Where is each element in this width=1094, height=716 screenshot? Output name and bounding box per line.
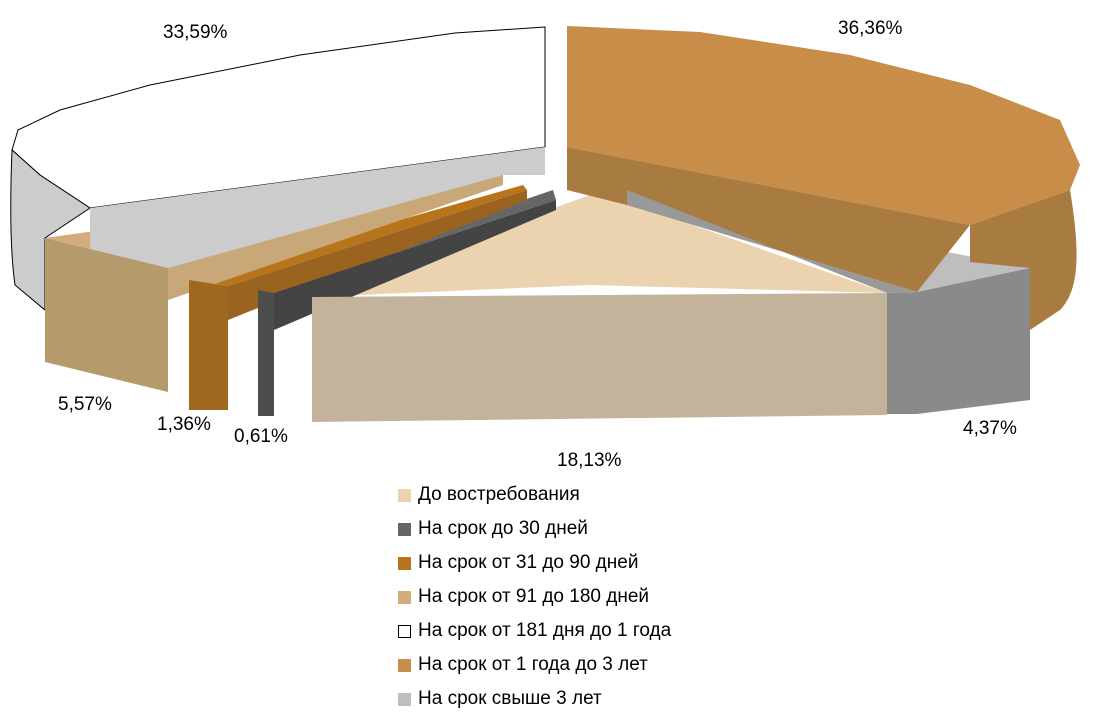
legend-swatch — [398, 624, 411, 638]
legend-item: На срок от 181 дня до 1 года — [398, 614, 671, 648]
slice-side-0-61-front — [258, 290, 274, 416]
slice-side-18-13-front — [312, 293, 887, 422]
legend-label: До востребования — [418, 484, 580, 505]
legend-label: На срок от 91 до 180 дней — [418, 586, 650, 607]
label-1-36: 1,36% — [157, 414, 211, 435]
legend-label: На срок свыше 3 лет — [418, 688, 602, 709]
legend-label: На срок до 30 дней — [418, 518, 588, 539]
legend-swatch — [398, 590, 411, 604]
legend-item: До востребования — [398, 478, 671, 512]
legend-label: На срок от 1 года до 3 лет — [418, 654, 648, 675]
slice-side-5-57-inner — [168, 175, 503, 300]
legend-swatch — [398, 488, 411, 502]
legend-item: На срок свыше 3 лет — [398, 682, 671, 716]
slice-side-5-57-front — [45, 238, 168, 392]
legend: До востребования На срок до 30 дней На с… — [398, 478, 671, 716]
label-0-61: 0,61% — [234, 426, 288, 447]
legend-swatch — [398, 522, 411, 536]
slice-side-36-36 — [567, 147, 970, 292]
slice-side-33-59-inner — [90, 147, 545, 268]
label-5-57: 5,57% — [58, 394, 112, 415]
pie-chart: 33,59% 36,36% 5,57% 1,36% 0,61% 18,13% 4… — [10, 18, 1080, 470]
slice-top-18-13 — [312, 192, 887, 297]
legend-item: На срок от 91 до 180 дней — [398, 580, 671, 614]
legend-swatch — [398, 556, 411, 570]
slice-side-1-36-front — [189, 280, 228, 410]
label-33-59: 33,59% — [163, 22, 228, 43]
legend-item: На срок до 30 дней — [398, 512, 671, 546]
slice-side-36-36-outer — [970, 190, 1077, 330]
legend-swatch — [398, 692, 411, 706]
label-4-37: 4,37% — [963, 418, 1017, 439]
label-18-13: 18,13% — [557, 450, 622, 470]
slice-side-4-37-front — [887, 268, 1030, 414]
label-36-36: 36,36% — [838, 18, 903, 39]
legend-swatch — [398, 658, 411, 672]
legend-label: На срок от 31 до 90 дней — [418, 552, 639, 573]
legend-label: На срок от 181 дня до 1 года — [418, 620, 672, 641]
legend-item: На срок от 1 года до 3 лет — [398, 648, 671, 682]
slice-top-36-36 — [567, 26, 1080, 225]
legend-item: На срок от 31 до 90 дней — [398, 546, 671, 580]
